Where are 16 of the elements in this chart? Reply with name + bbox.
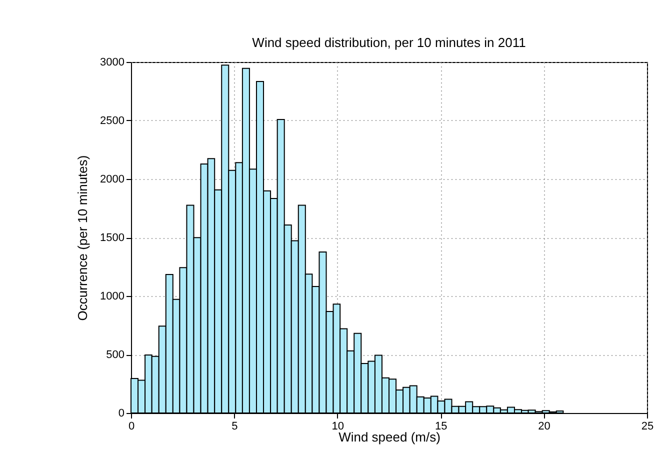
- x-tick-label: 0: [128, 420, 135, 432]
- y-tick-label: 0: [118, 408, 124, 420]
- y-tick-label: 2500: [100, 115, 124, 127]
- x-tick-label: 5: [232, 420, 238, 432]
- x-axis-title: Wind speed (m/s): [338, 430, 440, 444]
- y-tick-label: 2000: [100, 174, 124, 186]
- y-tick-label: 500: [106, 349, 124, 361]
- y-tick-label: 3000: [100, 56, 124, 68]
- x-tick-label: 25: [641, 420, 654, 432]
- y-axis-title: Occurrence (per 10 minutes): [75, 155, 90, 321]
- chart-title: Wind speed distribution, per 10 minutes in 2011: [252, 35, 526, 50]
- x-tick-label: 20: [538, 420, 550, 432]
- y-tick-label: 1000: [100, 290, 124, 302]
- x-tick-label: 10: [332, 420, 344, 432]
- y-tick-label: 1500: [100, 232, 124, 244]
- x-tick-label: 15: [434, 420, 448, 432]
